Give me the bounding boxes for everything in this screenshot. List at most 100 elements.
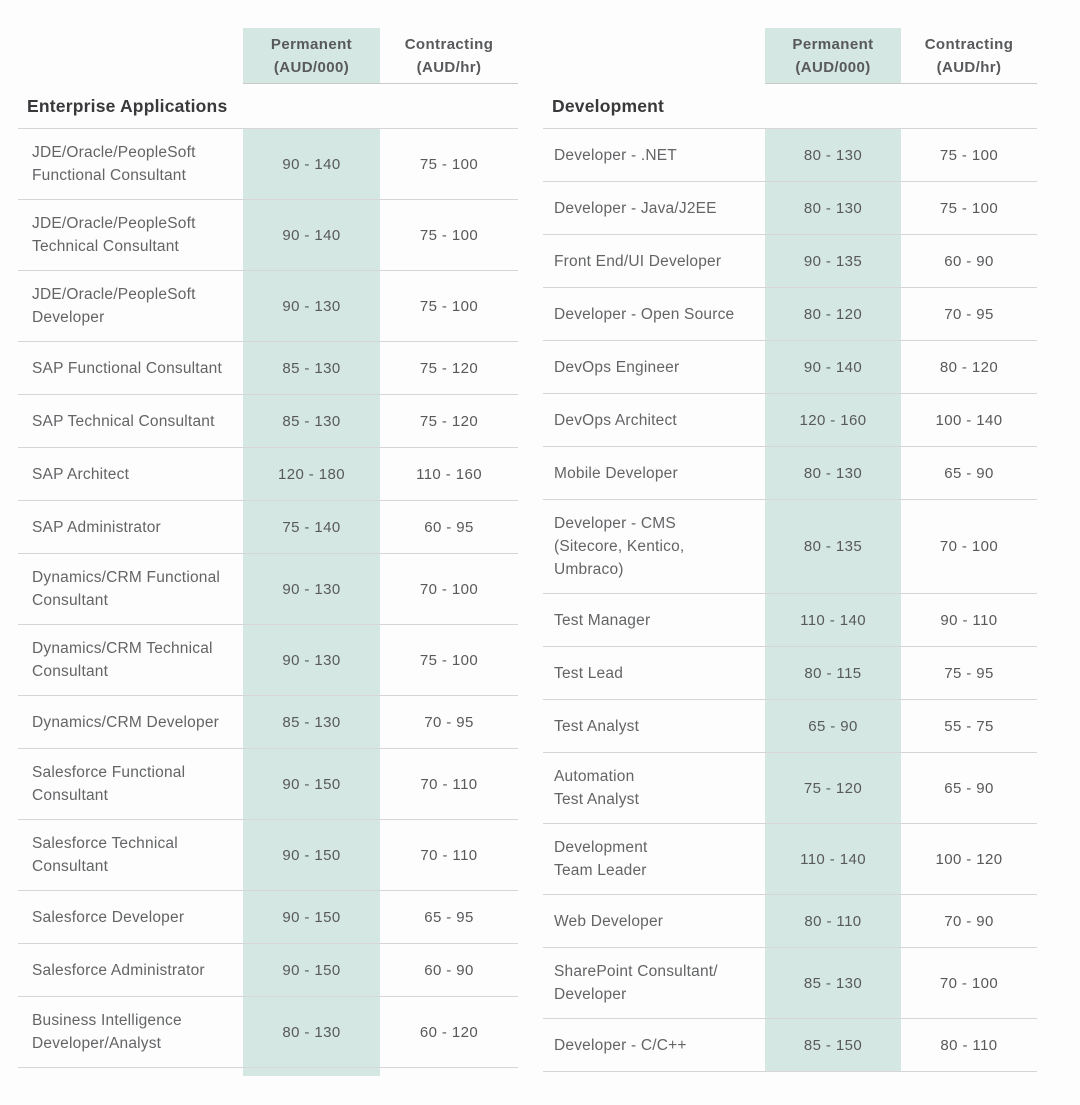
contracting-value-cell: 75 - 100 xyxy=(939,146,999,164)
permanent-value-cell: 90 - 150 xyxy=(243,820,380,890)
permanent-value-cell: 90 - 130 xyxy=(243,625,380,695)
table-row: Test Manager 110 - 140 90 - 110 xyxy=(543,594,1037,647)
permanent-value-cell: 85 - 150 xyxy=(765,1019,901,1071)
permanent-value-cell: 80 - 130 xyxy=(765,182,901,234)
contracting-value-cell: 70 - 100 xyxy=(939,538,999,555)
section-title-band: Development xyxy=(543,84,1037,128)
contracting-value-cell: 70 - 90 xyxy=(944,912,994,930)
role-cell: JDE/Oracle/PeopleSoft Developer xyxy=(32,286,196,326)
role-cell: Salesforce Functional Consultant xyxy=(32,764,186,804)
permanent-value-cell: 80 - 130 xyxy=(765,447,901,499)
table-row: JDE/Oracle/PeopleSoft Technical Consulta… xyxy=(18,200,518,271)
permanent-value-cell: 120 - 180 xyxy=(243,448,380,500)
contracting-value-cell: 75 - 100 xyxy=(419,226,479,244)
permanent-label: Permanent xyxy=(792,35,874,53)
table-row: DevOps Architect 120 - 160 100 - 140 xyxy=(543,394,1037,447)
section-title: Enterprise Applications xyxy=(27,95,228,116)
role-cell: Developer - C/C++ xyxy=(554,1036,687,1054)
role-cell: Salesforce Technical Consultant xyxy=(32,835,178,875)
contracting-value-cell: 60 - 90 xyxy=(944,252,994,270)
permanent-value-cell: 85 - 130 xyxy=(243,342,380,394)
permanent-value-cell: 85 - 130 xyxy=(765,948,901,1018)
contracting-value-cell: 75 - 100 xyxy=(419,297,479,315)
role-cell: Web Developer xyxy=(554,912,664,930)
section-title-band: Enterprise Applications xyxy=(18,84,518,128)
table-row: Mobile Developer 80 - 130 65 - 90 xyxy=(543,447,1037,500)
table-row: Business Intelligence Developer/Analyst … xyxy=(18,997,518,1068)
permanent-value-cell: 90 - 135 xyxy=(765,235,901,287)
permanent-value-cell: 90 - 140 xyxy=(243,200,380,270)
contracting-value-cell: 70 - 95 xyxy=(944,305,994,323)
table-row: SAP Functional Consultant 85 - 130 75 - … xyxy=(18,342,518,395)
table-row: Dynamics/CRM Technical Consultant 90 - 1… xyxy=(18,625,518,696)
section-title: Development xyxy=(552,95,665,116)
permanent-value-cell: 90 - 130 xyxy=(243,554,380,624)
role-cell: Salesforce Developer xyxy=(32,908,185,926)
permanent-value-cell: 75 - 140 xyxy=(243,501,380,553)
table-row: Test Lead 80 - 115 75 - 95 xyxy=(543,647,1037,700)
permanent-value-cell: 80 - 110 xyxy=(765,895,901,947)
table-row: Developer - .NET 80 - 130 75 - 100 xyxy=(543,129,1037,182)
permanent-value-cell: 110 - 140 xyxy=(765,824,901,894)
permanent-column-header: Permanent (AUD/000) xyxy=(765,28,901,84)
permanent-value-cell: 80 - 130 xyxy=(765,129,901,181)
role-cell: Business Intelligence Developer/Analyst xyxy=(32,1012,182,1052)
contracting-unit: (AUD/hr) xyxy=(416,58,482,76)
table-row: Developer - Java/J2EE 80 - 130 75 - 100 xyxy=(543,182,1037,235)
contracting-value-cell: 100 - 120 xyxy=(935,850,1003,868)
contracting-value-cell: 80 - 110 xyxy=(940,1036,998,1054)
contracting-column-header: Contracting (AUD/hr) xyxy=(901,28,1037,84)
enterprise-applications-table: Permanent (AUD/000) Contracting (AUD/hr)… xyxy=(18,28,518,1076)
permanent-value-cell: 90 - 140 xyxy=(243,129,380,199)
permanent-column-header: Permanent (AUD/000) xyxy=(243,28,380,84)
contracting-value-cell: 65 - 95 xyxy=(424,908,474,926)
mint-column-tail xyxy=(243,1068,380,1076)
permanent-value-cell: 80 - 115 xyxy=(765,647,901,699)
table-row: SAP Architect 120 - 180 110 - 160 xyxy=(18,448,518,501)
contracting-value-cell: 80 - 120 xyxy=(939,358,999,376)
contracting-value-cell: 55 - 75 xyxy=(944,717,994,735)
contracting-value-cell: 70 - 110 xyxy=(420,775,478,793)
table-row: SharePoint Consultant/ Developer 85 - 13… xyxy=(543,948,1037,1019)
role-cell: Developer - CMS (Sitecore, Kentico, Umbr… xyxy=(554,515,685,578)
permanent-value-cell: 65 - 90 xyxy=(765,700,901,752)
role-cell: SAP Architect xyxy=(32,465,130,483)
permanent-label: Permanent xyxy=(270,35,353,53)
permanent-unit: (AUD/000) xyxy=(273,58,350,76)
contracting-value-cell: 65 - 90 xyxy=(944,464,994,482)
permanent-value-cell: 90 - 130 xyxy=(243,271,380,341)
table-body: Developer - .NET 80 - 130 75 - 100 Devel… xyxy=(543,128,1037,1072)
role-cell: Developer - Java/J2EE xyxy=(554,199,717,217)
role-cell: SharePoint Consultant/ Developer xyxy=(554,963,718,1003)
contracting-value-cell: 75 - 120 xyxy=(419,412,479,430)
table-row: Development Team Leader 110 - 140 100 - … xyxy=(543,824,1037,895)
table-body: JDE/Oracle/PeopleSoft Functional Consult… xyxy=(18,128,518,1068)
contracting-value-cell: 60 - 120 xyxy=(419,1023,479,1041)
permanent-value-cell: 90 - 150 xyxy=(243,944,380,996)
table-row: Salesforce Administrator 90 - 150 60 - 9… xyxy=(18,944,518,997)
role-cell: Test Lead xyxy=(554,664,624,682)
contracting-value-cell: 70 - 95 xyxy=(424,713,474,731)
development-table: Permanent (AUD/000) Contracting (AUD/hr)… xyxy=(543,28,1037,1072)
role-cell: Test Manager xyxy=(554,611,651,629)
contracting-value-cell: 70 - 100 xyxy=(939,974,999,992)
table-row: Salesforce Developer 90 - 150 65 - 95 xyxy=(18,891,518,944)
role-cell: Front End/UI Developer xyxy=(554,252,722,270)
role-cell: Dynamics/CRM Technical Consultant xyxy=(32,640,213,680)
table-row: Dynamics/CRM Developer 85 - 130 70 - 95 xyxy=(18,696,518,749)
contracting-value-cell: 70 - 100 xyxy=(419,580,479,598)
contracting-label: Contracting xyxy=(404,35,494,53)
salary-guide-page: Permanent (AUD/000) Contracting (AUD/hr)… xyxy=(18,28,1037,1076)
role-cell: DevOps Architect xyxy=(554,411,677,429)
table-row: Test Analyst 65 - 90 55 - 75 xyxy=(543,700,1037,753)
header-spacer xyxy=(543,28,765,84)
permanent-value-cell: 80 - 135 xyxy=(765,500,901,593)
contracting-value-cell: 65 - 90 xyxy=(944,779,994,797)
table-row: Salesforce Functional Consultant 90 - 15… xyxy=(18,749,518,820)
contracting-column-header: Contracting (AUD/hr) xyxy=(380,28,518,84)
contracting-value-cell: 75 - 120 xyxy=(419,359,479,377)
table-row: Developer - Open Source 80 - 120 70 - 95 xyxy=(543,288,1037,341)
contracting-label: Contracting xyxy=(924,35,1014,53)
permanent-value-cell: 90 - 150 xyxy=(243,891,380,943)
role-cell: Test Analyst xyxy=(554,717,640,735)
